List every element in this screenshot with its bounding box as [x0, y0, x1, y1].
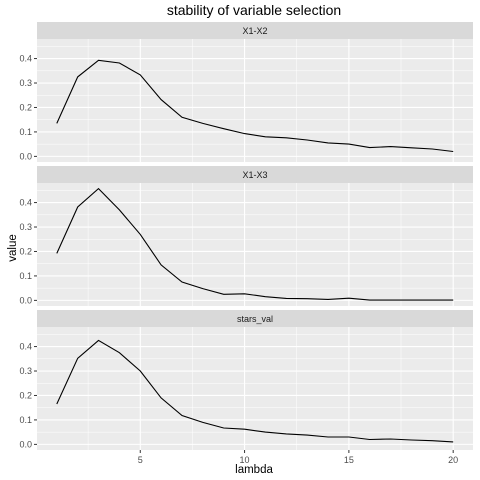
facet-panel: X1-X2 0.0 0.1 0.2 0.3 0.4: [19, 22, 473, 162]
x-tick-label: 20: [448, 455, 458, 465]
y-tick-label: 0.0: [19, 439, 32, 449]
facet-panel: stars_val 0.0 0.1 0.2 0.3 0.4: [19, 310, 473, 450]
facet-strip-label: X1-X3: [242, 170, 267, 180]
facet-strip-label: X1-X2: [242, 26, 267, 36]
y-tick-label: 0.3: [19, 366, 32, 376]
x-axis-title: lambda: [235, 464, 273, 476]
y-axis-title: value: [7, 234, 19, 262]
x-axis: 5 10 15 20: [138, 450, 458, 465]
y-tick-label: 0.1: [19, 271, 32, 281]
facet-panels: X1-X2 0.0 0.1 0.2 0.3 0.4 X1-X3 0.0 0.1 0.2 0.3 0.4…: [19, 22, 473, 450]
y-tick-label: 0.4: [19, 342, 32, 352]
y-tick-label: 0.1: [19, 415, 32, 425]
y-tick-label: 0.2: [19, 246, 32, 256]
panel-background: [37, 327, 473, 450]
y-tick-label: 0.2: [19, 102, 32, 112]
panel-background: [37, 183, 473, 306]
y-tick-label: 0.4: [19, 54, 32, 64]
y-tick-label: 0.3: [19, 222, 32, 232]
facet-panel: X1-X3 0.0 0.1 0.2 0.3 0.4: [19, 166, 473, 306]
panel-background: [37, 39, 473, 162]
chart-title: stability of variable selection: [167, 2, 341, 18]
x-tick-label: 5: [138, 455, 143, 465]
y-tick-label: 0.0: [19, 151, 32, 161]
y-tick-label: 0.3: [19, 78, 32, 88]
y-tick-label: 0.1: [19, 127, 32, 137]
y-tick-label: 0.0: [19, 295, 32, 305]
y-tick-label: 0.2: [19, 390, 32, 400]
facet-strip-label: stars_val: [237, 314, 273, 324]
x-tick-label: 15: [344, 455, 354, 465]
y-tick-label: 0.4: [19, 198, 32, 208]
